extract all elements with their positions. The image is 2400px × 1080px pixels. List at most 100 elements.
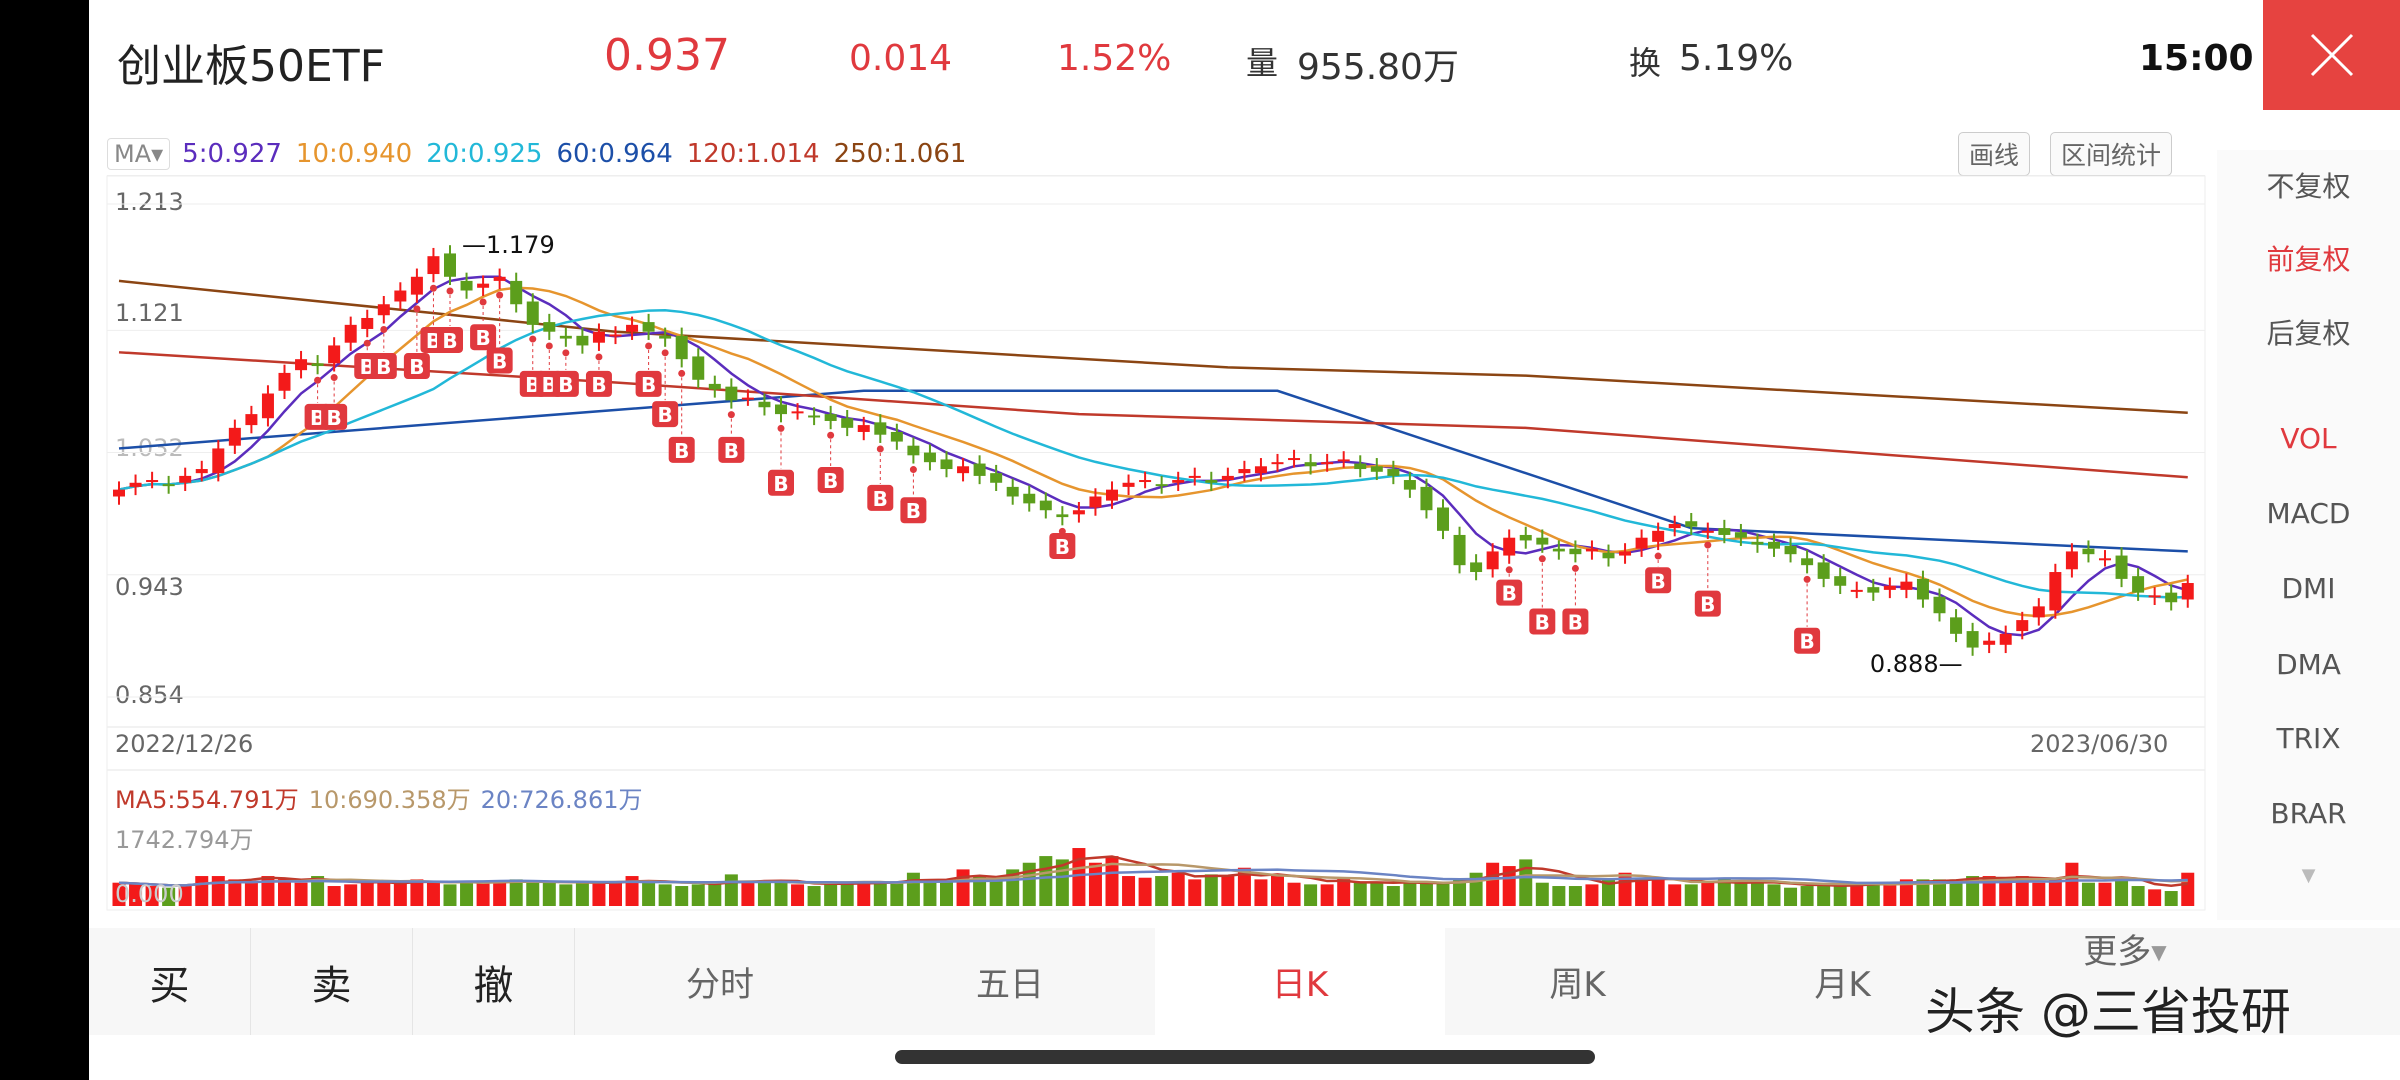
volume-bar [2015, 876, 2029, 906]
buy-signal-label: B [376, 355, 391, 379]
draw-line-button[interactable]: 画线 [1958, 132, 2031, 176]
ytick-4: 0.854 [115, 681, 184, 709]
candle-body [1056, 514, 1069, 518]
candle-body [1387, 469, 1400, 476]
buy-signal-marker [1529, 608, 1556, 635]
volume-bar [1850, 882, 1864, 906]
volume-bar [228, 879, 242, 906]
candle-body [427, 256, 440, 275]
candle-body [1801, 558, 1814, 566]
buy-signal-marker [321, 403, 348, 430]
candle-body [990, 473, 1003, 483]
b-signal-dot [314, 376, 322, 384]
ma-legend-item: 5:0.927 [182, 139, 282, 169]
candle-body [973, 463, 986, 476]
sell-button[interactable]: 卖 [251, 928, 413, 1035]
b-signal-dot [661, 349, 669, 357]
volume-bar [1419, 881, 1433, 906]
candle-body [1139, 480, 1152, 483]
indicator-trix[interactable]: TRIX [2276, 722, 2341, 755]
close-button[interactable] [2263, 0, 2400, 110]
ma-selector-label: MA [114, 140, 152, 168]
volume-bar [1370, 882, 1384, 906]
volume-bar [1899, 879, 1913, 906]
candle-body [1552, 548, 1565, 552]
tab-five-day[interactable]: 五日 [976, 965, 1044, 1005]
candle-body [559, 335, 572, 339]
candle-body [1883, 585, 1896, 590]
candle-body [212, 448, 225, 474]
candle-body [1006, 486, 1019, 497]
last-price: 0.937 [604, 30, 730, 81]
scroll-down-icon[interactable]: ▼ [2301, 865, 2316, 886]
ma-selector[interactable]: MA▾ [107, 138, 171, 170]
ma-legend-item: 250:1.061 [833, 139, 967, 169]
candle-body [1701, 530, 1714, 533]
indicator-brar[interactable]: BRAR [2270, 797, 2347, 830]
buy-signal-label: B [906, 499, 921, 523]
range-stats-button[interactable]: 区间统计 [2050, 132, 2173, 176]
volume-value: 955.80万 [1297, 47, 1459, 88]
volume-bar [940, 879, 953, 906]
indicator-macd[interactable]: MACD [2266, 497, 2351, 530]
volume-label: 量 [1246, 44, 1279, 82]
volume-bar [162, 887, 176, 906]
adjust-none[interactable]: 不复权 [2266, 170, 2351, 203]
volume-bar [1949, 879, 1963, 906]
quote-header: 创业板50ETF 0.937 0.014 1.52% 量 955.80万 换 5… [89, 0, 2263, 120]
indicator-dmi[interactable]: DMI [2281, 572, 2336, 605]
volume-min: 0.000 [115, 880, 184, 908]
candle-body [1155, 484, 1168, 487]
volume-bar [1568, 886, 1582, 906]
candle-body [295, 359, 308, 371]
buy-signal-marker [1562, 608, 1589, 635]
tab-weekly-k[interactable]: 周K [1549, 965, 1606, 1005]
ma20-line [118, 308, 2188, 599]
volume-bar [1585, 884, 1599, 906]
candle-body [278, 372, 291, 391]
candle-body [2132, 576, 2145, 593]
candle-body [1685, 521, 1698, 527]
volume-bar [145, 886, 159, 906]
volume-bar [2164, 891, 2178, 906]
cancel-order-button[interactable]: 撤 [413, 928, 575, 1035]
candle-body [1288, 458, 1301, 461]
buy-button[interactable]: 买 [89, 928, 251, 1035]
buy-signal-label: B [1535, 610, 1550, 634]
indicator-dma[interactable]: DMA [2276, 648, 2341, 681]
ytick-1: 1.121 [115, 299, 184, 327]
home-indicator[interactable] [895, 1050, 1595, 1064]
buy-signal-marker [1049, 532, 1076, 559]
candle-body [1486, 551, 1499, 570]
candle-body [1304, 462, 1317, 467]
volume-bar [807, 886, 821, 906]
buy-signal-marker [668, 436, 695, 463]
indicator-vol[interactable]: VOL [2280, 422, 2337, 455]
tab-daily-k[interactable]: 日K [1155, 928, 1445, 1035]
volume-bar [1502, 866, 1516, 906]
tab-more[interactable]: 更多 ▼ [1975, 928, 2275, 1035]
volume-bar [360, 882, 374, 906]
adjust-backward[interactable]: 后复权 [2266, 317, 2351, 350]
volume-bar [377, 881, 391, 906]
tab-intraday[interactable]: 分时 [686, 965, 754, 1005]
ma-legend: MA▾ 5:0.927 10:0.940 20:0.925 60:0.964 120:1… [107, 133, 2205, 176]
volume-bar [559, 884, 573, 906]
candle-body [1784, 545, 1797, 555]
candle-body [808, 415, 821, 418]
volume-bar [873, 882, 887, 906]
adjust-forward[interactable]: 前复权 [2266, 243, 2351, 276]
volume-bar [1933, 879, 1946, 906]
dropdown-icon: ▼ [2151, 940, 2167, 964]
volume-bar [178, 886, 192, 906]
buy-signal-label: B [591, 373, 606, 397]
candle-body [708, 383, 721, 390]
candle-body [1254, 466, 1267, 474]
volume-bar [1701, 882, 1715, 906]
volume-bar [1999, 879, 2013, 906]
candle-body [526, 301, 539, 325]
tab-monthly-k[interactable]: 月K [1814, 965, 1871, 1005]
volume-bar [989, 879, 1003, 906]
volume-bar [460, 881, 474, 906]
